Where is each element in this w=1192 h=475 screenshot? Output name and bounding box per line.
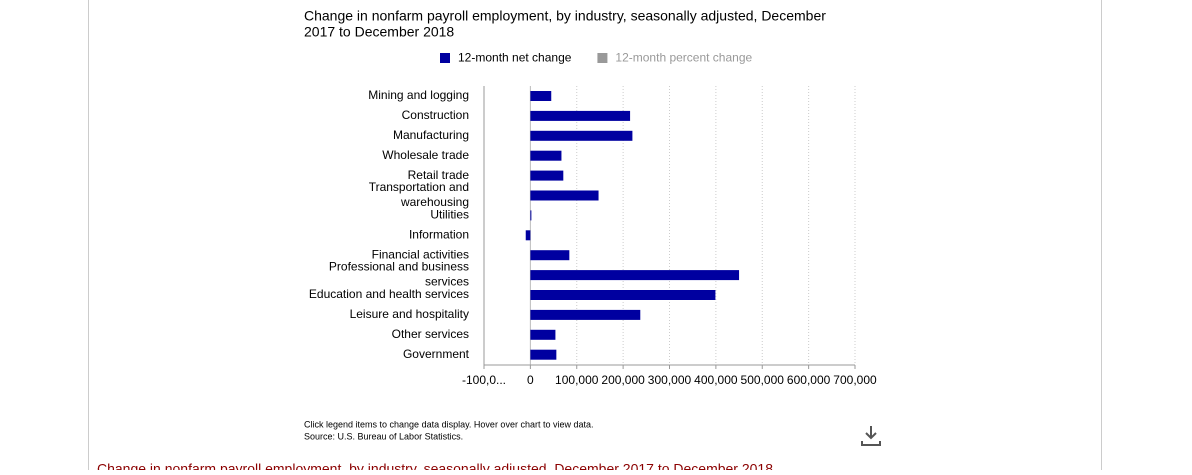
legend-swatch — [440, 53, 450, 63]
x-tick-label: 600,000 — [787, 373, 831, 387]
note: Click legend items to change data displa… — [304, 419, 593, 429]
y-tick-label: Education and health services — [309, 287, 469, 301]
x-tick-label: 500,000 — [741, 373, 785, 387]
bar[interactable] — [530, 329, 556, 340]
x-tick-label: 0 — [527, 373, 534, 387]
note: Source: U.S. Bureau of Labor Statistics. — [304, 431, 463, 441]
x-tick-label: 100,000 — [555, 373, 599, 387]
bar[interactable] — [530, 110, 631, 121]
bar[interactable] — [530, 309, 641, 320]
y-tick-label: Financial activities — [372, 247, 469, 261]
bar[interactable] — [530, 150, 562, 161]
x-tick-label: -100,0... — [462, 373, 506, 387]
legend-item[interactable]: 12-month net change — [440, 51, 572, 65]
y-tick-label: Government — [403, 347, 470, 361]
legend-swatch — [597, 53, 608, 63]
x-tick-label: 200,000 — [601, 373, 645, 387]
bar[interactable] — [530, 270, 740, 281]
y-tick-label: Information — [409, 227, 469, 241]
x-tick-label: 700,000 — [833, 373, 877, 387]
download-button[interactable] — [861, 426, 881, 446]
bar[interactable] — [530, 190, 599, 201]
y-tick-label: Leisure and hospitality — [350, 307, 469, 321]
x-tick-label: 400,000 — [694, 373, 738, 387]
bar[interactable] — [530, 349, 557, 360]
download-tray — [861, 441, 881, 446]
y-tick-label: Transportation and warehousing — [369, 180, 469, 209]
y-tick-label: Manufacturing — [393, 128, 469, 142]
bar[interactable] — [530, 250, 570, 261]
y-tick-label: Utilities — [430, 208, 469, 222]
y-tick-label: Wholesale trade — [382, 148, 469, 162]
bar[interactable] — [530, 290, 716, 300]
legend-label: 12-month net change — [458, 51, 572, 65]
section-heading[interactable]: Change in nonfarm payroll employment, by… — [97, 461, 773, 475]
bar[interactable] — [530, 210, 532, 221]
chart-title: 2017 to December 2018 — [304, 24, 454, 40]
x-tick-label: 300,000 — [648, 373, 692, 387]
legend-label: 12-month percent change — [615, 51, 752, 65]
bar[interactable] — [530, 130, 633, 141]
legend-item[interactable]: 12-month percent change — [597, 51, 753, 65]
chart-title: Change in nonfarm payroll employment, by… — [304, 8, 826, 24]
y-tick-label: Mining and logging — [368, 88, 469, 102]
y-tick-label: Construction — [402, 108, 469, 122]
bar[interactable] — [530, 91, 552, 101]
y-tick-label: Retail trade — [408, 168, 470, 182]
bar[interactable] — [530, 170, 564, 181]
y-tick-label: Professional and business services — [329, 260, 469, 289]
bar[interactable] — [525, 230, 531, 241]
y-tick-label: Other services — [392, 327, 469, 341]
download-arrow — [865, 432, 877, 440]
